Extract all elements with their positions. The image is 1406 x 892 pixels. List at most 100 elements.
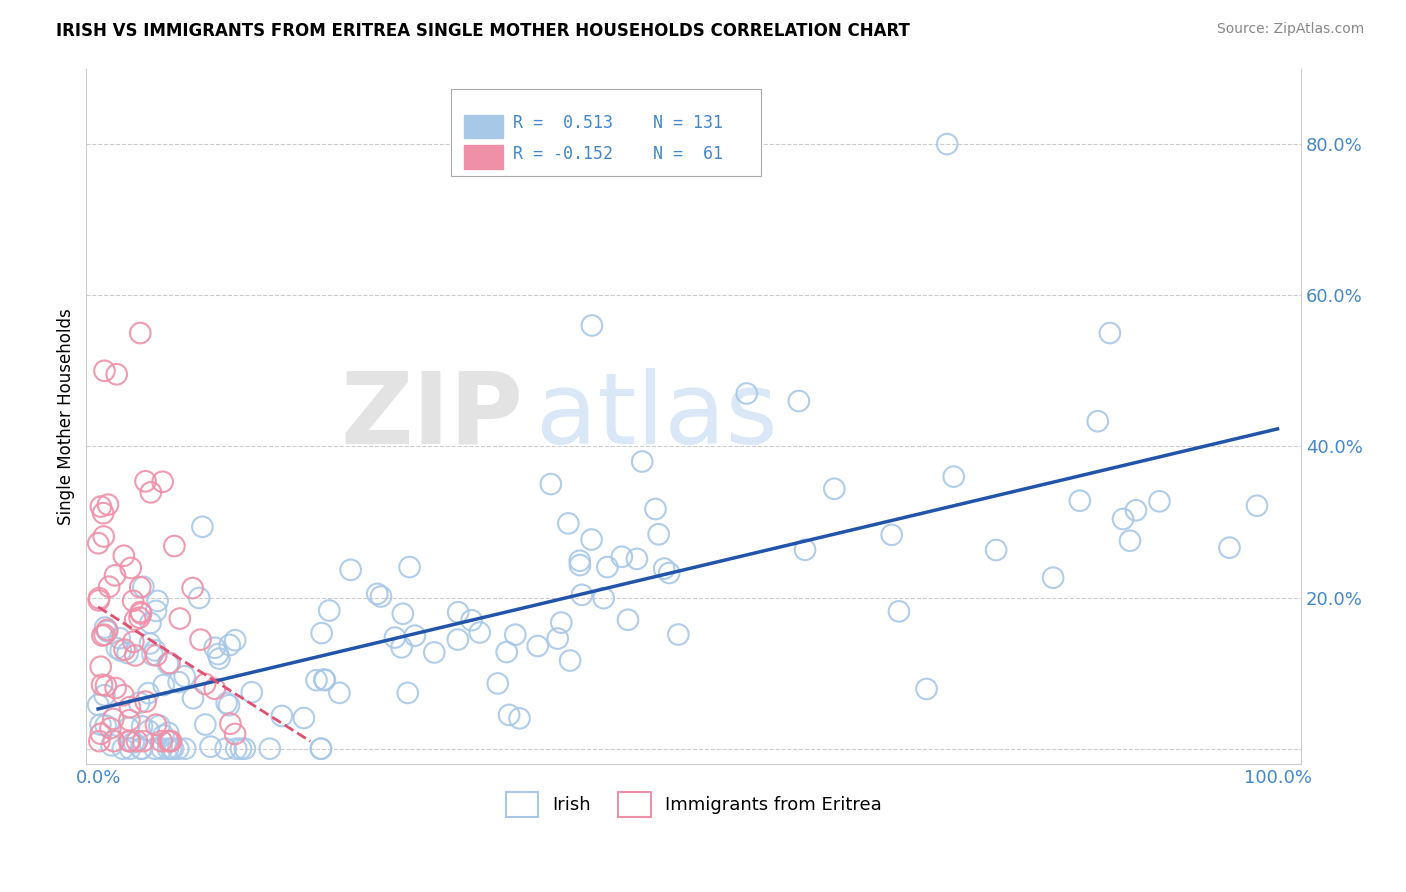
Point [391, 607, 413, 621]
Point [550, 615, 572, 630]
Point [181, 691, 204, 706]
Point [105, 641, 128, 656]
Text: IRISH VS IMMIGRANTS FROM ERITREA SINGLE MOTHER HOUSEHOLDS CORRELATION CHART: IRISH VS IMMIGRANTS FROM ERITREA SINGLE … [56, 22, 910, 40]
Point [91, 678, 114, 692]
Point [214, 741, 236, 756]
Point [104, 568, 127, 582]
Point [124, 613, 146, 627]
Point [626, 551, 648, 566]
Point [87, 536, 110, 550]
Point [1087, 414, 1109, 428]
Point [94, 679, 117, 693]
Point [1119, 533, 1142, 548]
Point [91, 628, 114, 642]
Point [114, 642, 136, 657]
Point [129, 607, 152, 621]
Point [1069, 493, 1091, 508]
Point [150, 741, 173, 756]
Point [823, 482, 845, 496]
Point [984, 543, 1007, 558]
Point [787, 394, 810, 409]
Point [526, 639, 548, 653]
Text: atlas: atlas [536, 368, 778, 465]
Point [207, 647, 229, 661]
Point [1042, 571, 1064, 585]
Point [233, 741, 256, 756]
Point [190, 632, 212, 647]
Point [87, 593, 110, 607]
Point [568, 554, 591, 568]
Text: R = -0.152    N =  61: R = -0.152 N = 61 [513, 145, 723, 162]
Point [173, 669, 195, 683]
Point [658, 566, 681, 580]
Point [90, 727, 112, 741]
Point [942, 469, 965, 483]
Point [152, 728, 174, 742]
Point [96, 624, 118, 639]
Point [794, 542, 817, 557]
Point [103, 712, 125, 726]
Text: ZIP: ZIP [340, 368, 523, 465]
Point [309, 741, 332, 756]
Point [581, 533, 603, 547]
Point [328, 686, 350, 700]
Point [188, 591, 211, 605]
Point [105, 368, 128, 382]
Point [159, 734, 181, 748]
Point [125, 734, 148, 748]
Point [169, 611, 191, 625]
Point [647, 527, 669, 541]
Point [1149, 494, 1171, 508]
Point [93, 529, 115, 543]
Point [143, 643, 166, 657]
Point [156, 657, 179, 671]
Point [915, 681, 938, 696]
Point [160, 734, 183, 748]
Point [90, 659, 112, 673]
FancyBboxPatch shape [464, 145, 503, 169]
Point [218, 698, 240, 713]
Point [224, 727, 246, 741]
Point [118, 734, 141, 748]
Point [305, 673, 328, 688]
Point [98, 580, 121, 594]
Point [200, 739, 222, 754]
Point [129, 326, 152, 340]
Point [486, 676, 509, 690]
Point [887, 604, 910, 618]
Point [314, 673, 336, 688]
Point [936, 137, 959, 152]
Point [631, 454, 654, 468]
Point [122, 594, 145, 608]
Point [145, 648, 167, 663]
Point [318, 603, 340, 617]
Point [132, 580, 155, 594]
Point [118, 700, 141, 714]
Point [509, 711, 531, 725]
Point [139, 485, 162, 500]
Point [152, 475, 174, 489]
Point [112, 688, 135, 702]
Point [460, 613, 482, 627]
Point [1112, 512, 1135, 526]
Point [120, 561, 142, 575]
Point [666, 627, 689, 641]
Point [89, 734, 111, 748]
Point [103, 734, 125, 748]
Point [122, 735, 145, 749]
Point [111, 741, 134, 756]
Point [391, 640, 413, 655]
Point [224, 633, 246, 648]
Point [135, 695, 157, 709]
Point [498, 707, 520, 722]
Point [128, 696, 150, 710]
Point [159, 656, 181, 670]
Point [87, 591, 110, 606]
Y-axis label: Single Mother Households: Single Mother Households [58, 308, 75, 524]
Point [143, 741, 166, 756]
Point [1246, 499, 1268, 513]
Point [194, 717, 217, 731]
Point [547, 632, 569, 646]
Point [139, 636, 162, 650]
Point [157, 734, 180, 748]
